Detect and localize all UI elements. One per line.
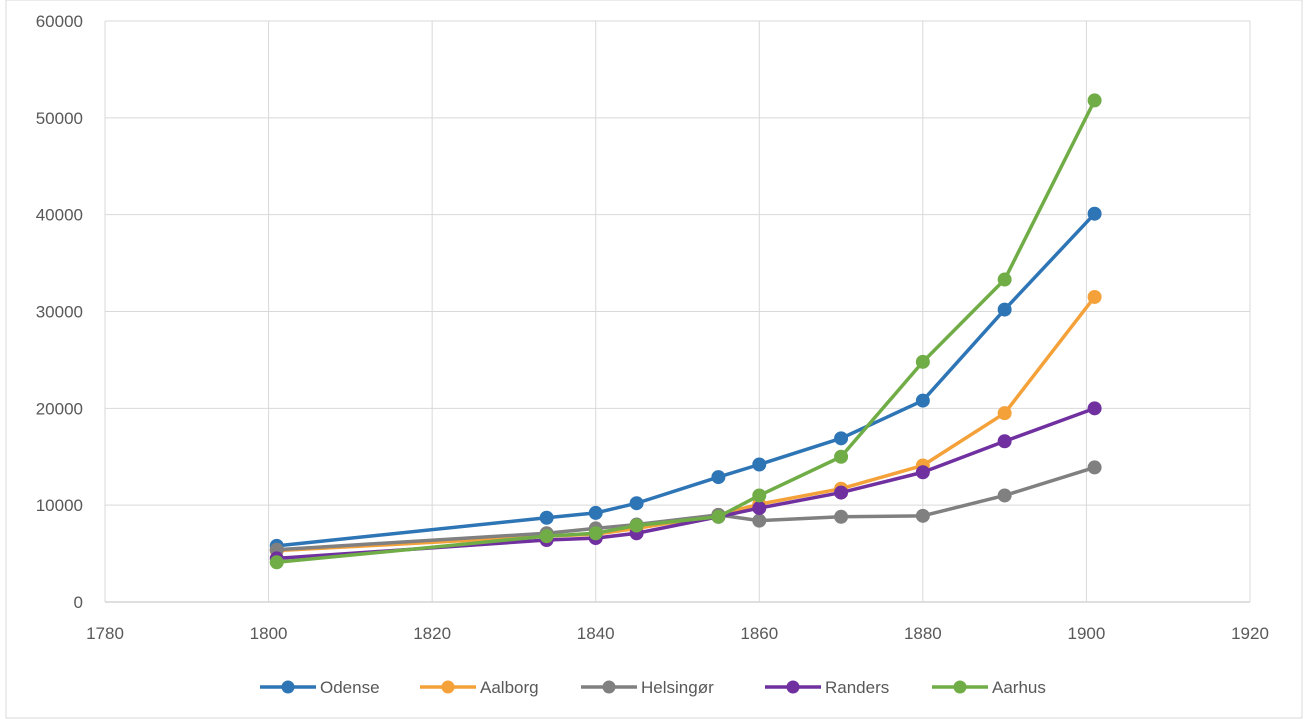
y-tick-label: 0 <box>74 593 83 612</box>
data-point <box>834 485 849 500</box>
data-point <box>834 449 849 464</box>
data-point <box>997 434 1012 449</box>
legend-label: Aalborg <box>480 678 539 697</box>
data-point <box>997 488 1012 503</box>
data-point <box>915 508 930 523</box>
series-aarhus <box>269 93 1102 570</box>
legend-marker <box>953 680 967 694</box>
legend-label: Aarhus <box>992 678 1046 697</box>
series-line <box>276 406 1096 561</box>
legend-item-odense: Odense <box>260 678 380 697</box>
y-tick-label: 10000 <box>36 496 83 515</box>
legend-marker <box>281 680 295 694</box>
data-point <box>711 509 726 524</box>
legend-label: Randers <box>825 678 889 697</box>
series-lines <box>269 93 1102 570</box>
data-point <box>752 457 767 472</box>
legend: Odense Aalborg Helsingør Randers Aarhus <box>260 678 1046 697</box>
data-point <box>629 518 644 533</box>
gridlines <box>104 20 1251 603</box>
y-tick-label: 30000 <box>36 303 83 322</box>
series-line <box>276 99 1097 565</box>
data-point <box>269 555 284 570</box>
legend-marker <box>786 680 800 694</box>
data-point <box>997 272 1012 287</box>
x-tick-label: 1820 <box>413 624 451 643</box>
data-point <box>834 431 849 446</box>
data-point <box>588 505 603 520</box>
series-line <box>276 212 1096 548</box>
data-point <box>1087 460 1102 475</box>
legend-label: Odense <box>320 678 380 697</box>
x-axis-tick-labels: 1780 1800 1820 1840 1860 1880 1900 1920 <box>86 624 1269 643</box>
data-point <box>1087 206 1102 221</box>
legend-label: Helsingør <box>641 678 714 697</box>
data-point <box>752 488 767 503</box>
data-point <box>915 354 930 369</box>
legend-item-randers: Randers <box>765 678 889 697</box>
data-point <box>752 513 767 528</box>
x-tick-label: 1780 <box>86 624 124 643</box>
data-point <box>588 526 603 541</box>
y-tick-label: 50000 <box>36 109 83 128</box>
data-point <box>997 406 1012 421</box>
chart-border <box>5 0 1303 719</box>
data-point <box>997 302 1012 317</box>
data-point <box>539 510 554 525</box>
x-tick-label: 1920 <box>1231 624 1269 643</box>
x-tick-label: 1900 <box>1068 624 1106 643</box>
data-point <box>539 529 554 544</box>
legend-marker <box>602 680 616 694</box>
data-point <box>1087 401 1102 416</box>
data-point <box>915 393 930 408</box>
y-tick-label: 20000 <box>36 399 83 418</box>
x-tick-label: 1880 <box>904 624 942 643</box>
data-point <box>629 496 644 511</box>
legend-marker <box>441 680 455 694</box>
series-line <box>276 465 1096 552</box>
data-point <box>752 501 767 516</box>
x-tick-label: 1860 <box>740 624 778 643</box>
data-point <box>711 470 726 485</box>
y-tick-label: 60000 <box>36 12 83 31</box>
y-axis-tick-labels: 0 10000 20000 30000 40000 50000 60000 <box>36 12 83 612</box>
data-point <box>834 509 849 524</box>
x-tick-label: 1840 <box>577 624 615 643</box>
x-tick-label: 1800 <box>250 624 288 643</box>
data-point <box>915 465 930 480</box>
data-point <box>1087 289 1102 304</box>
y-tick-label: 40000 <box>36 206 83 225</box>
data-point <box>1087 93 1102 108</box>
legend-item-aalborg: Aalborg <box>420 678 539 697</box>
legend-item-aarhus: Aarhus <box>932 678 1046 697</box>
legend-item-helsingør: Helsingør <box>581 678 714 697</box>
